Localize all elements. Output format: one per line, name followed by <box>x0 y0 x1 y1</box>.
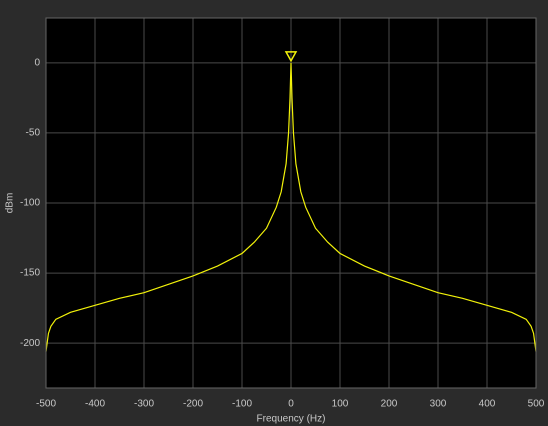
y-tick-label: -100 <box>20 198 40 209</box>
spectrum-line <box>45 62 537 352</box>
x-tick-label: 400 <box>479 399 496 410</box>
x-tick-label: 0 <box>288 399 294 410</box>
y-tick-label: 0 <box>34 57 40 68</box>
x-tick-label: -200 <box>183 399 203 410</box>
y-tick-label: -200 <box>20 338 40 349</box>
y-tick-label: -150 <box>20 268 40 279</box>
x-axis-label: Frequency (Hz) <box>257 414 326 425</box>
x-tick-label: 500 <box>528 399 545 410</box>
x-tick-label: -100 <box>232 399 252 410</box>
peak-marker <box>284 51 298 63</box>
x-tick-label: -300 <box>134 399 154 410</box>
x-tick-label: 200 <box>381 399 398 410</box>
x-tick-label: -400 <box>85 399 105 410</box>
x-tick-label: 300 <box>430 399 447 410</box>
y-axis-label: dBm <box>5 193 16 214</box>
y-tick-label: -50 <box>26 128 41 139</box>
plot-frame <box>45 17 537 389</box>
x-tick-label: -500 <box>36 399 56 410</box>
x-tick-label: 100 <box>332 399 349 410</box>
